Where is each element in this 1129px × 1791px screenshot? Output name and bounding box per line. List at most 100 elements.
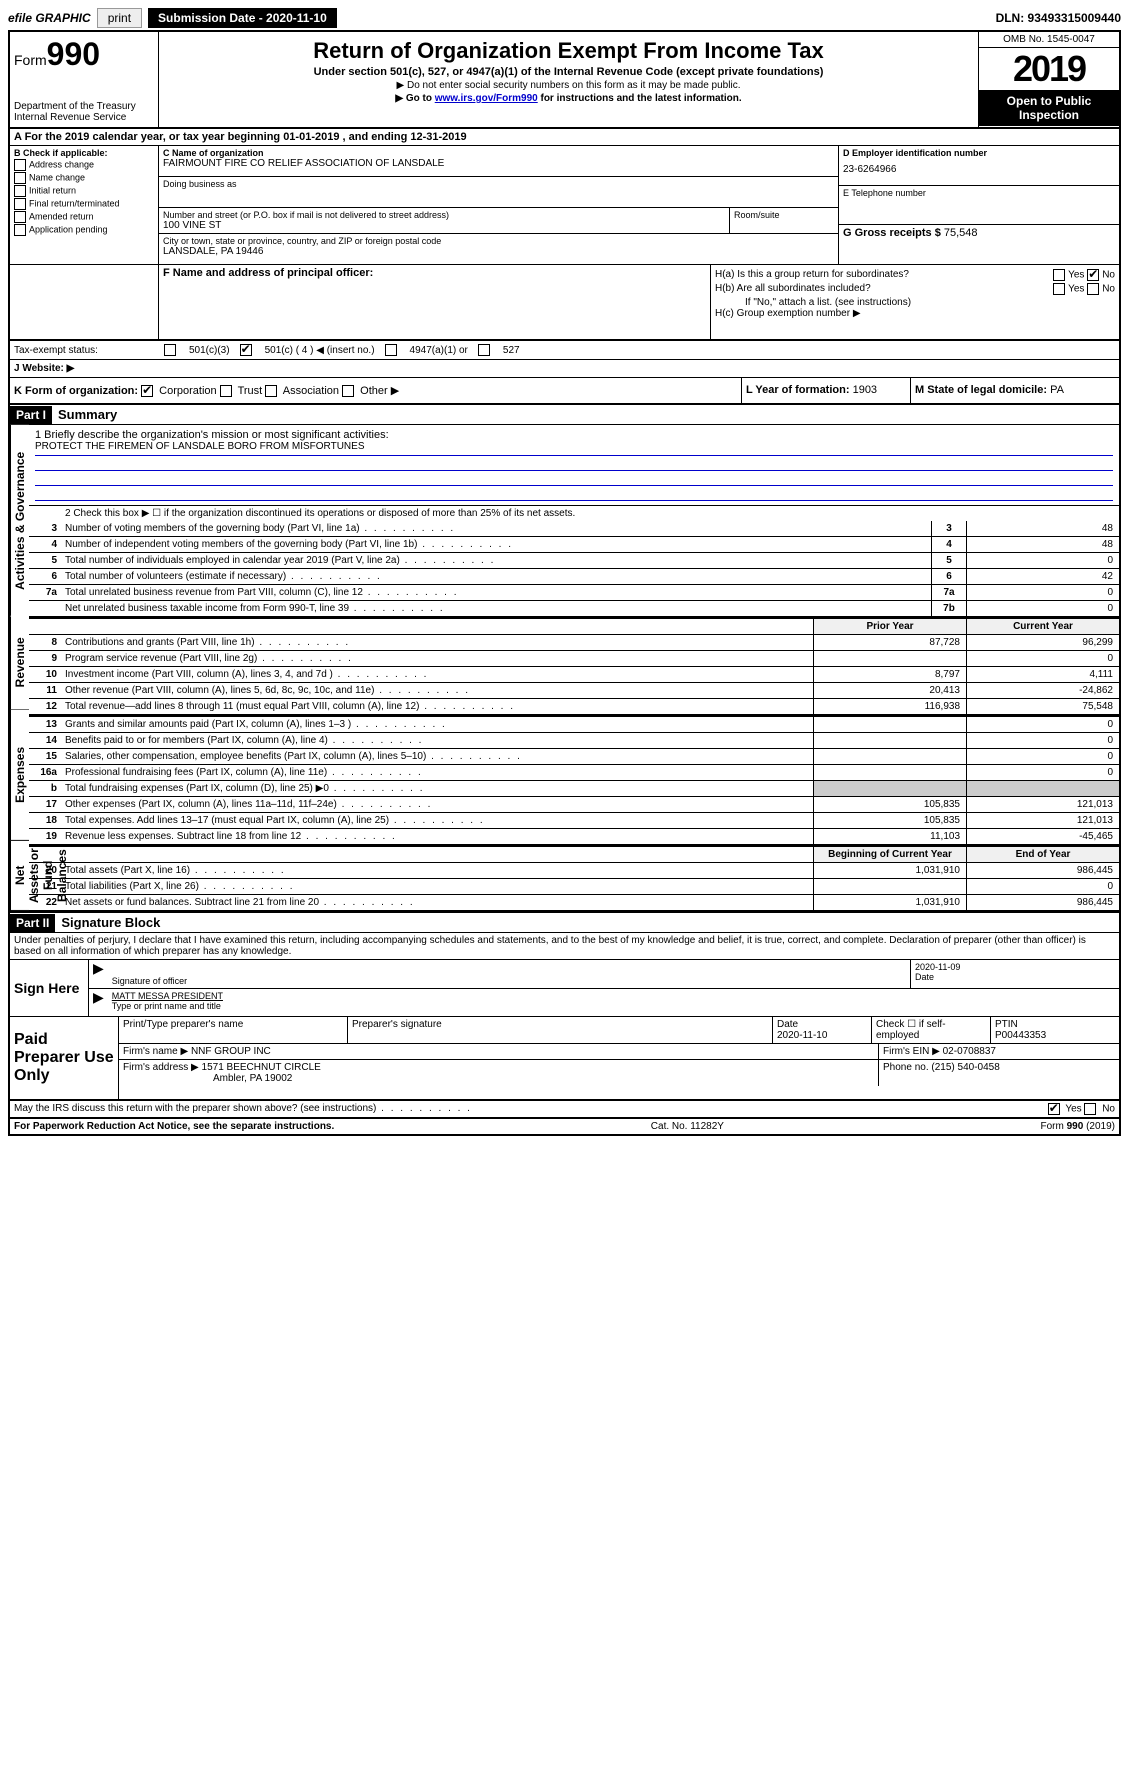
tax-year: 2019 bbox=[979, 48, 1119, 90]
summary-row: 8Contributions and grants (Part VIII, li… bbox=[29, 635, 1119, 651]
addr-label: Number and street (or P.O. box if mail i… bbox=[163, 210, 725, 220]
prep-date: 2020-11-10 bbox=[777, 1030, 827, 1041]
ha-no[interactable] bbox=[1087, 269, 1099, 281]
irs-link[interactable]: www.irs.gov/Form990 bbox=[435, 93, 538, 104]
form-title: Return of Organization Exempt From Incom… bbox=[163, 38, 974, 64]
summary-row: 9Program service revenue (Part VIII, lin… bbox=[29, 651, 1119, 667]
discuss-no[interactable] bbox=[1084, 1103, 1096, 1115]
arrow-icon: ▶ bbox=[89, 960, 108, 988]
check-corp[interactable] bbox=[141, 385, 153, 397]
check-initial-return[interactable]: Initial return bbox=[14, 185, 154, 197]
check-pending[interactable]: Application pending bbox=[14, 224, 154, 236]
paid-preparer-section: Paid Preparer Use Only Print/Type prepar… bbox=[10, 1017, 1119, 1101]
section-fh: F Name and address of principal officer:… bbox=[10, 265, 1119, 340]
header-left: Form990 Department of the Treasury Inter… bbox=[10, 32, 159, 127]
summary-row: 21Total liabilities (Part X, line 26)0 bbox=[29, 879, 1119, 895]
part1-badge: Part I bbox=[10, 406, 52, 424]
omb-number: OMB No. 1545-0047 bbox=[979, 32, 1119, 48]
dln-number: DLN: 93493315009440 bbox=[996, 11, 1121, 25]
hb-no[interactable] bbox=[1087, 283, 1099, 295]
check-501c[interactable] bbox=[240, 344, 252, 356]
col-begin: Beginning of Current Year bbox=[813, 847, 966, 862]
summary-row: 10Investment income (Part VIII, column (… bbox=[29, 667, 1119, 683]
self-employed-check[interactable]: Check ☐ if self-employed bbox=[872, 1017, 991, 1043]
mission-box: 1 Briefly describe the organization's mi… bbox=[29, 425, 1119, 506]
part2-title: Signature Block bbox=[55, 913, 166, 932]
ha-yes[interactable] bbox=[1053, 269, 1065, 281]
col-end: End of Year bbox=[966, 847, 1119, 862]
check-4947[interactable] bbox=[385, 344, 397, 356]
hb-note: If "No," attach a list. (see instruction… bbox=[715, 297, 1115, 308]
summary-body: Activities & Governance Revenue Expenses… bbox=[10, 425, 1119, 913]
gross-receipts-label: G Gross receipts $ bbox=[843, 227, 941, 239]
box-h: H(a) Is this a group return for subordin… bbox=[711, 265, 1119, 339]
summary-row: 3Number of voting members of the governi… bbox=[29, 521, 1119, 537]
discuss-row: May the IRS discuss this return with the… bbox=[10, 1101, 1119, 1119]
city-label: City or town, state or province, country… bbox=[163, 236, 441, 246]
department: Department of the Treasury Internal Reve… bbox=[14, 101, 154, 123]
vlabel-expenses: Expenses bbox=[10, 710, 29, 841]
city-value: LANSDALE, PA 19446 bbox=[163, 246, 441, 257]
summary-row: 15Salaries, other compensation, employee… bbox=[29, 749, 1119, 765]
summary-row: 16aProfessional fundraising fees (Part I… bbox=[29, 765, 1119, 781]
summary-row: 11Other revenue (Part VIII, column (A), … bbox=[29, 683, 1119, 699]
firm-addr: 1571 BEECHNUT CIRCLE bbox=[202, 1062, 321, 1073]
ptin: P00443353 bbox=[995, 1030, 1046, 1041]
header-right: OMB No. 1545-0047 2019 Open to Public In… bbox=[978, 32, 1119, 127]
part2-header-row: Part II Signature Block bbox=[10, 913, 1119, 933]
print-button[interactable]: print bbox=[97, 8, 142, 28]
summary-row: 6Total number of volunteers (estimate if… bbox=[29, 569, 1119, 585]
website-row: J Website: ▶ bbox=[10, 360, 1119, 378]
note-link: ▶ Go to www.irs.gov/Form990 for instruct… bbox=[163, 93, 974, 104]
check-amended[interactable]: Amended return bbox=[14, 211, 154, 223]
year-formation: 1903 bbox=[853, 384, 877, 396]
summary-row: 18Total expenses. Add lines 13–17 (must … bbox=[29, 813, 1119, 829]
ein-value: 23-6264966 bbox=[843, 164, 1115, 175]
phone-label: E Telephone number bbox=[843, 188, 1115, 198]
check-assoc[interactable] bbox=[265, 385, 277, 397]
sig-date: 2020-11-09 bbox=[915, 962, 1115, 972]
check-address-change[interactable]: Address change bbox=[14, 159, 154, 171]
summary-row: 17Other expenses (Part IX, column (A), l… bbox=[29, 797, 1119, 813]
check-501c3[interactable] bbox=[164, 344, 176, 356]
efile-label: efile GRAPHIC bbox=[8, 11, 91, 25]
check-name-change[interactable]: Name change bbox=[14, 172, 154, 184]
officer-name: MATT MESSA PRESIDENT bbox=[112, 991, 1115, 1001]
dba-label: Doing business as bbox=[163, 179, 237, 205]
check-trust[interactable] bbox=[220, 385, 232, 397]
sign-section: Sign Here ▶ Signature of officer 2020-11… bbox=[10, 960, 1119, 1017]
gross-receipts-value: 75,548 bbox=[944, 227, 978, 239]
perjury-text: Under penalties of perjury, I declare th… bbox=[10, 933, 1119, 960]
check-other[interactable] bbox=[342, 385, 354, 397]
discuss-yes[interactable] bbox=[1048, 1103, 1060, 1115]
box-de: D Employer identification number 23-6264… bbox=[838, 146, 1119, 264]
form-header: Form990 Department of the Treasury Inter… bbox=[10, 32, 1119, 129]
form-number: 990 bbox=[47, 36, 100, 72]
firm-ein: 02-0708837 bbox=[943, 1046, 996, 1057]
hb-yes[interactable] bbox=[1053, 283, 1065, 295]
summary-row: Net unrelated business taxable income fr… bbox=[29, 601, 1119, 617]
hb-label: H(b) Are all subordinates included? bbox=[715, 283, 871, 295]
header-center: Return of Organization Exempt From Incom… bbox=[159, 32, 978, 127]
summary-row: 22Net assets or fund balances. Subtract … bbox=[29, 895, 1119, 911]
paid-label: Paid Preparer Use Only bbox=[10, 1017, 119, 1099]
top-bar: efile GRAPHIC print Submission Date - 20… bbox=[8, 8, 1121, 28]
open-to-public: Open to Public Inspection bbox=[979, 90, 1119, 126]
tax-exempt-row: Tax-exempt status: 501(c)(3) 501(c) ( 4 … bbox=[10, 340, 1119, 360]
summary-row: 12Total revenue—add lines 8 through 11 (… bbox=[29, 699, 1119, 715]
vlabel-revenue: Revenue bbox=[10, 616, 29, 710]
state-domicile: PA bbox=[1050, 384, 1064, 396]
firm-addr2: Ambler, PA 19002 bbox=[123, 1073, 874, 1084]
note-ssn: ▶ Do not enter social security numbers o… bbox=[163, 80, 974, 91]
form-subtitle: Under section 501(c), 527, or 4947(a)(1)… bbox=[163, 66, 974, 78]
sign-here-label: Sign Here bbox=[10, 960, 89, 1016]
check-527[interactable] bbox=[478, 344, 490, 356]
check-final-return[interactable]: Final return/terminated bbox=[14, 198, 154, 210]
box-f: F Name and address of principal officer: bbox=[159, 265, 711, 339]
col-current: Current Year bbox=[966, 619, 1119, 634]
section-klm: K Form of organization: Corporation Trus… bbox=[10, 378, 1119, 405]
col-prior: Prior Year bbox=[813, 619, 966, 634]
firm-phone: (215) 540-0458 bbox=[931, 1062, 999, 1073]
hc-label: H(c) Group exemption number ▶ bbox=[715, 308, 1115, 319]
room-label: Room/suite bbox=[734, 210, 834, 220]
